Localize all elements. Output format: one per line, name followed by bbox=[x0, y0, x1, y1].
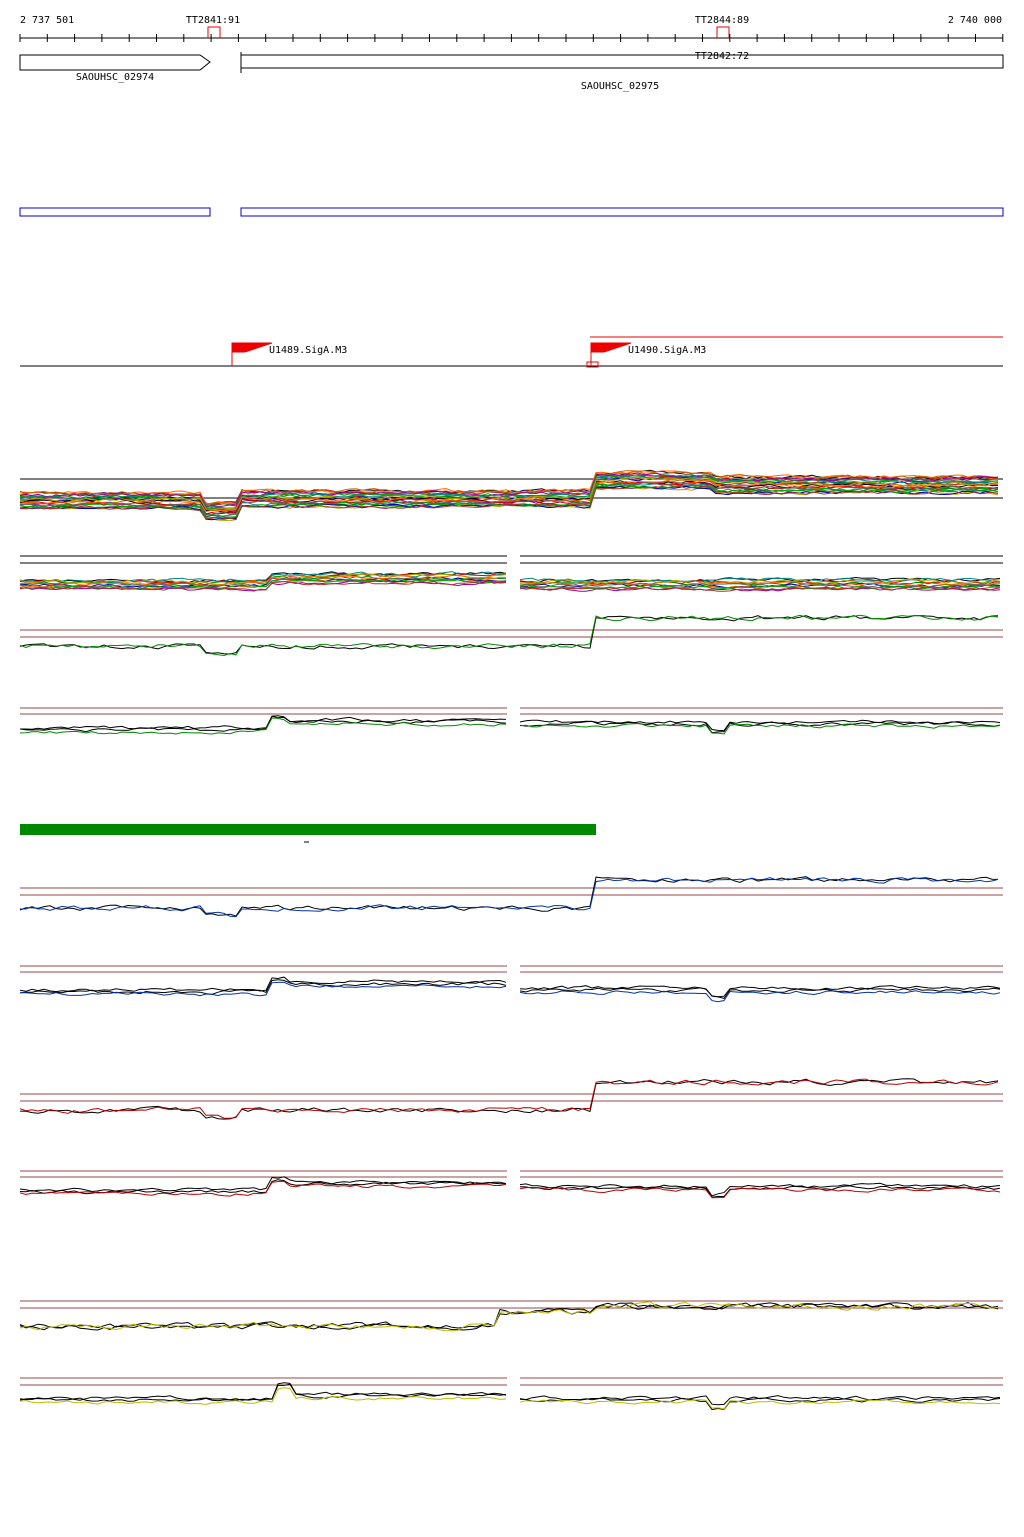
track-line bbox=[20, 877, 999, 918]
promoter-flag bbox=[231, 342, 273, 366]
track-line bbox=[519, 577, 1001, 583]
track-line bbox=[19, 976, 507, 993]
track-line bbox=[519, 719, 1001, 732]
track-line bbox=[19, 1180, 507, 1197]
track-line bbox=[19, 485, 999, 521]
track-line bbox=[519, 722, 1001, 735]
track-line bbox=[19, 1387, 507, 1405]
track-line bbox=[19, 580, 507, 592]
ruler-end: 2 740 000 bbox=[948, 15, 1002, 26]
promoter-label: U1489.SigA.M3 bbox=[269, 345, 347, 356]
track-line bbox=[519, 586, 1001, 592]
track-line bbox=[519, 720, 1001, 734]
track-line bbox=[19, 474, 999, 510]
terminator-label: TT2841:91 bbox=[186, 15, 240, 26]
ruler-start: 2 737 501 bbox=[20, 15, 74, 26]
track-line bbox=[19, 979, 507, 995]
track-line bbox=[19, 1302, 999, 1331]
track-line bbox=[19, 574, 507, 587]
track-line bbox=[19, 580, 507, 591]
track-line bbox=[519, 1398, 1001, 1410]
gene-label: SAOUHSC_02975 bbox=[581, 81, 659, 92]
ruler-ticks bbox=[19, 34, 1004, 42]
track-line bbox=[19, 470, 999, 507]
track-line bbox=[19, 476, 999, 510]
track-line bbox=[19, 876, 999, 917]
promoter-box bbox=[586, 361, 599, 368]
track-line bbox=[519, 1397, 1001, 1411]
track-line bbox=[19, 717, 507, 735]
track-line bbox=[19, 573, 507, 586]
track-line bbox=[519, 582, 1001, 589]
gene-box bbox=[240, 54, 1004, 69]
track-line bbox=[19, 614, 999, 657]
track-line bbox=[19, 1383, 507, 1402]
track-line bbox=[19, 1176, 507, 1193]
promoter-flag bbox=[590, 342, 632, 366]
track-line bbox=[19, 472, 999, 508]
gene-label: SAOUHSC_02974 bbox=[76, 72, 154, 83]
track-line bbox=[519, 578, 1001, 585]
track-line bbox=[519, 985, 1001, 998]
track-line bbox=[519, 987, 1001, 999]
track-line bbox=[19, 715, 507, 733]
track-line bbox=[519, 580, 1001, 587]
track-line bbox=[19, 470, 999, 505]
track-line bbox=[19, 615, 999, 655]
gene-arrow bbox=[19, 54, 211, 71]
track-line bbox=[19, 479, 999, 513]
cds-box bbox=[240, 207, 1004, 217]
cds-box bbox=[19, 207, 211, 217]
track-line bbox=[519, 990, 1001, 1003]
terminator-mark bbox=[716, 26, 730, 38]
promoter-label: U1490.SigA.M3 bbox=[628, 345, 706, 356]
terminator-label: TT2844:89 bbox=[695, 15, 749, 26]
track-line bbox=[19, 482, 999, 516]
track-line bbox=[19, 1078, 999, 1119]
expression-tracks bbox=[19, 469, 1003, 1411]
track-line bbox=[19, 1382, 507, 1401]
track-line bbox=[19, 1301, 999, 1332]
track-line bbox=[20, 715, 507, 730]
track-line bbox=[519, 1186, 1001, 1199]
track-line bbox=[19, 574, 507, 587]
terminator-mark bbox=[207, 26, 221, 38]
track-line bbox=[20, 981, 507, 997]
region-bar bbox=[20, 824, 596, 835]
terminator-label: TT2842:72 bbox=[695, 51, 749, 62]
track-line bbox=[519, 586, 1001, 592]
track-line bbox=[519, 1182, 1001, 1197]
track-line bbox=[19, 1078, 999, 1120]
